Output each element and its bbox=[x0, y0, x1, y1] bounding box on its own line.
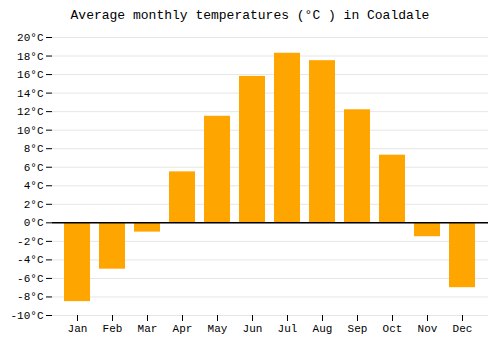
svg-text:Aug: Aug bbox=[313, 323, 333, 335]
svg-text:May: May bbox=[208, 323, 228, 335]
svg-text:12°C: 12°C bbox=[17, 106, 44, 118]
svg-text:-2°C: -2°C bbox=[17, 236, 44, 248]
svg-text:4°C: 4°C bbox=[24, 180, 44, 192]
svg-text:Mar: Mar bbox=[138, 323, 158, 335]
svg-text:Jul: Jul bbox=[278, 323, 298, 335]
svg-text:Apr: Apr bbox=[173, 323, 193, 335]
svg-text:2°C: 2°C bbox=[24, 199, 44, 211]
svg-text:6°C: 6°C bbox=[24, 162, 44, 174]
svg-text:-4°C: -4°C bbox=[17, 254, 44, 266]
svg-text:0°C: 0°C bbox=[24, 217, 44, 229]
svg-text:8°C: 8°C bbox=[24, 143, 44, 155]
svg-text:Oct: Oct bbox=[383, 323, 403, 335]
svg-text:Nov: Nov bbox=[418, 323, 438, 335]
svg-text:Sep: Sep bbox=[348, 323, 368, 335]
svg-text:Jun: Jun bbox=[243, 323, 263, 335]
svg-text:-10°C: -10°C bbox=[10, 310, 43, 322]
svg-text:-8°C: -8°C bbox=[17, 291, 44, 303]
svg-text:10°C: 10°C bbox=[17, 125, 44, 137]
html-text:Average monthly temperatures (: Average monthly temperatures (°C ) in Co… bbox=[70, 8, 430, 23]
svg-text:Jan: Jan bbox=[68, 323, 88, 335]
svg-text:-6°C: -6°C bbox=[17, 273, 44, 285]
svg-text:16°C: 16°C bbox=[17, 69, 44, 81]
svg-text:Dec: Dec bbox=[453, 323, 473, 335]
svg-text:Feb: Feb bbox=[103, 323, 123, 335]
svg-text:14°C: 14°C bbox=[17, 88, 44, 100]
svg-text:18°C: 18°C bbox=[17, 51, 44, 63]
svg-text:20°C: 20°C bbox=[17, 32, 44, 44]
